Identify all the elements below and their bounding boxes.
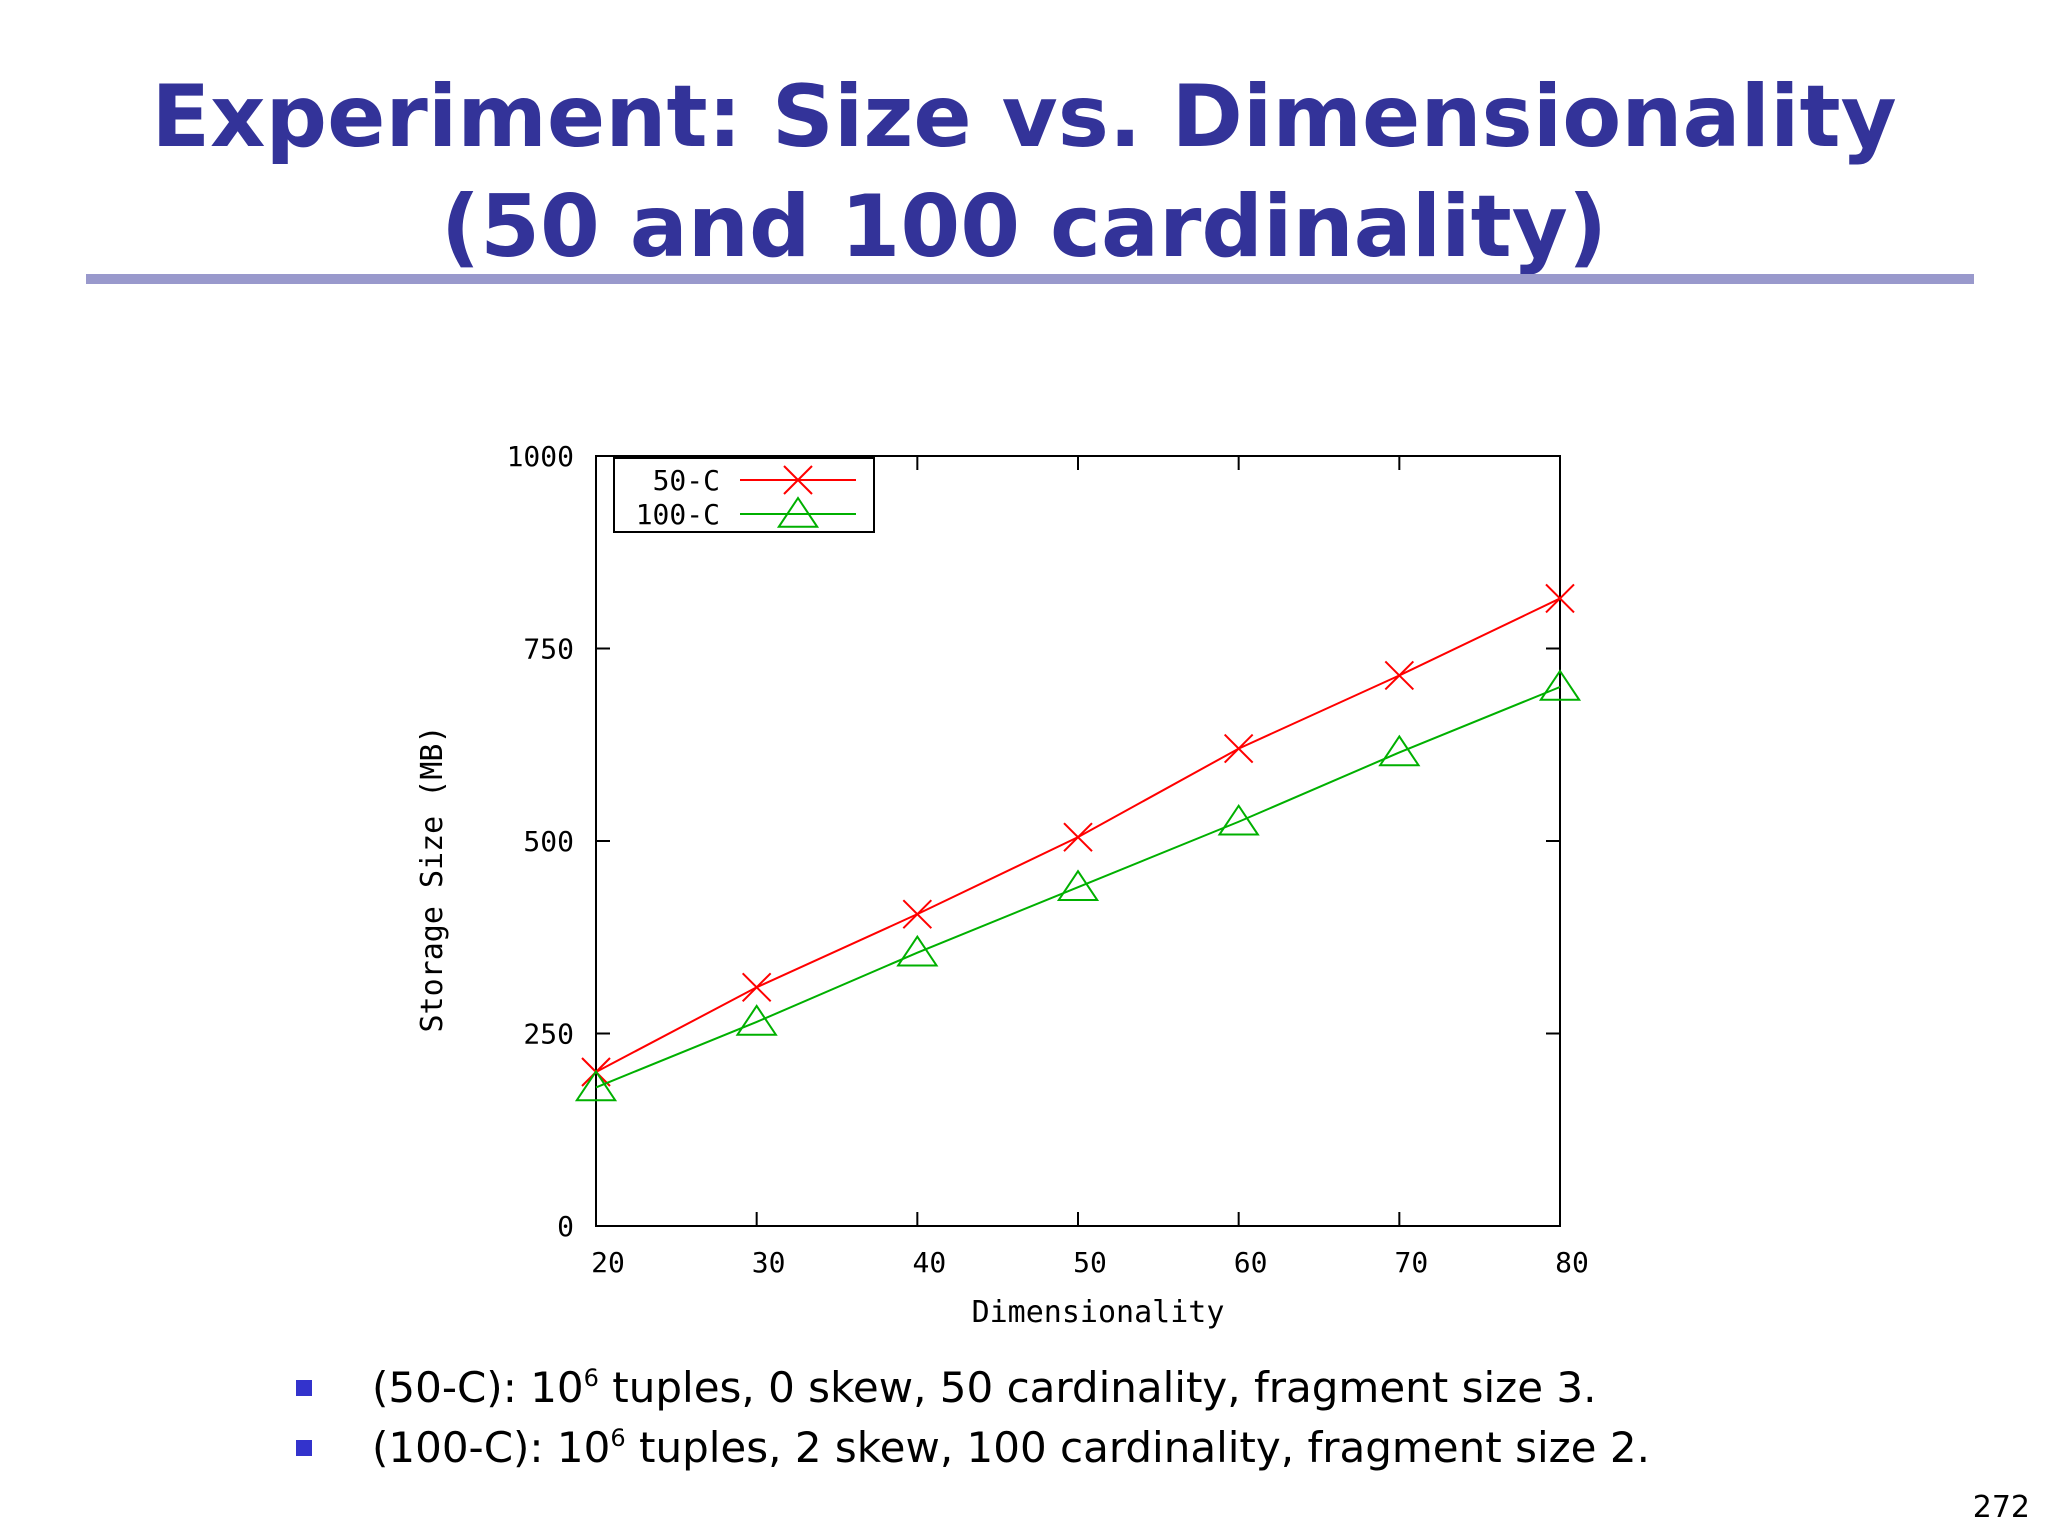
x-tick-label: 30: [752, 1246, 786, 1279]
legend-marker: [783, 465, 813, 495]
y-tick-label: 250: [523, 1018, 574, 1051]
data-point: [1545, 583, 1575, 614]
plot-frame: [595, 455, 1561, 1227]
data-point: [1217, 803, 1260, 836]
data-point-stroke: [1063, 822, 1093, 852]
data-point: [741, 972, 772, 1003]
y-tick-label: 0: [557, 1210, 574, 1243]
legend-box: [613, 457, 875, 533]
bullet-text-suffix: tuples, 0 skew, 50 cardinality, fragment…: [598, 1363, 1597, 1412]
series-line: [595, 686, 1561, 1089]
bullet-item: (100-C): 106 tuples, 2 skew, 100 cardina…: [296, 1418, 1650, 1478]
bullet-item: (50-C): 106 tuples, 0 skew, 50 cardinali…: [296, 1358, 1650, 1418]
bullet-text-suffix: tuples, 2 skew, 100 cardinality, fragmen…: [625, 1423, 1650, 1472]
bullet-list: (50-C): 106 tuples, 0 skew, 50 cardinali…: [296, 1358, 1650, 1478]
data-point: [1378, 734, 1421, 767]
data-point-stroke: [741, 972, 772, 1003]
data-point: [902, 899, 933, 929]
series-100-c: [574, 669, 1582, 1102]
series-line: [595, 597, 1561, 1073]
data-point: [1063, 822, 1093, 852]
data-point-stroke: [1545, 583, 1575, 614]
x-tick-label: 20: [591, 1246, 625, 1279]
x-tick-label: 50: [1073, 1246, 1107, 1279]
y-tick-label: 1000: [507, 440, 574, 473]
data-point: [1384, 660, 1415, 691]
data-point-stroke: [1223, 733, 1254, 764]
x-tick-label: 80: [1555, 1246, 1589, 1279]
bullet-text-superscript: 6: [610, 1424, 626, 1452]
y-tick-label: 750: [523, 633, 574, 666]
legend-marker: [776, 496, 820, 528]
data-point-stroke: [902, 899, 933, 929]
page-number: 272: [1972, 1490, 2030, 1525]
x-axis-label: Dimensionality: [972, 1295, 1225, 1330]
legend-label: 100-C: [636, 498, 720, 531]
x-tick-label: 70: [1394, 1246, 1428, 1279]
y-tick-label: 500: [523, 825, 574, 858]
slide-title: Experiment: Size vs. Dimensionality (50 …: [151, 67, 1897, 277]
legend-label: 50-C: [653, 464, 720, 497]
bullet-text-prefix: (50-C): 10: [372, 1363, 584, 1412]
series-50-c: [581, 583, 1575, 1087]
data-point: [1223, 733, 1254, 764]
title-rule: [86, 274, 1974, 284]
square-bullet-icon: [296, 1380, 312, 1396]
data-point: [1538, 669, 1582, 701]
x-tick-label: 60: [1234, 1246, 1268, 1279]
data-point-stroke: [1384, 660, 1415, 691]
data-point-stroke: [581, 1057, 611, 1087]
data-point: [574, 1069, 618, 1102]
data-point: [1056, 869, 1100, 901]
data-point: [581, 1057, 611, 1087]
bullet-text-prefix: (100-C): 10: [372, 1423, 611, 1472]
data-point: [735, 1004, 778, 1036]
data-point: [896, 934, 939, 967]
legend-marker-stroke: [783, 465, 813, 495]
y-axis-label: Storage Size (MB): [415, 725, 450, 1032]
square-bullet-icon: [296, 1440, 312, 1456]
bullet-text-superscript: 6: [583, 1364, 599, 1392]
x-tick-label: 40: [912, 1246, 946, 1279]
